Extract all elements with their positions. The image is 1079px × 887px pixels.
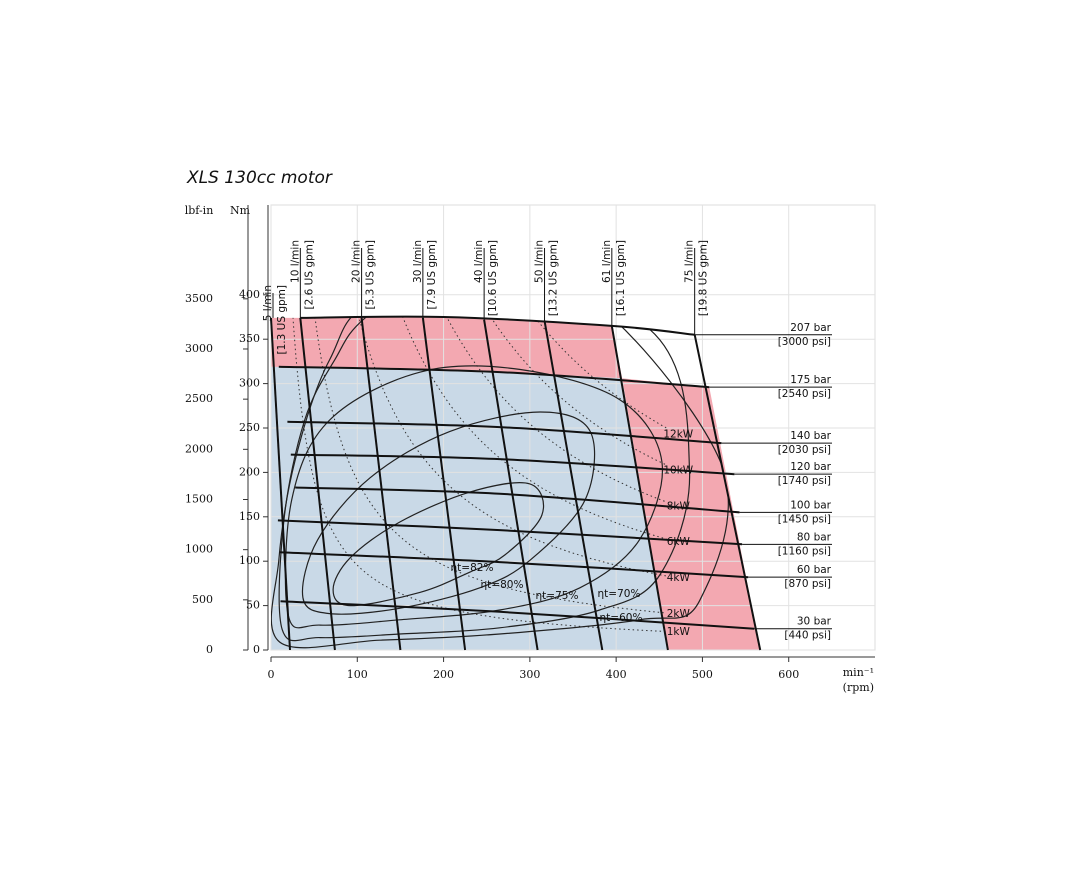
- x-tick-label: 300: [519, 668, 540, 681]
- pressure-label: 80 bar: [797, 531, 832, 543]
- x-tick-label: 500: [692, 668, 713, 681]
- y-tick-label: 50: [246, 599, 260, 612]
- flow-line: [270, 317, 291, 651]
- pressure-sublabel: [1450 psi]: [778, 513, 831, 525]
- efficiency-contour: [332, 482, 545, 607]
- pressure-line: [300, 315, 695, 336]
- flow-label: 10 l/min: [289, 240, 301, 283]
- flow-sublabel: [2.6 US gpm]: [303, 240, 315, 309]
- power-label: 8kW: [667, 500, 691, 512]
- pressure-line: [279, 551, 749, 579]
- efficiency-label: ηt=82%: [451, 562, 494, 574]
- flow-sublabel: [7.9 US gpm]: [426, 240, 438, 309]
- power-label: 6kW: [667, 536, 691, 548]
- y2-tick-label: 500: [192, 593, 213, 606]
- y-tick-label: 200: [239, 465, 260, 478]
- flow-sublabel: [16.1 US gpm]: [615, 240, 627, 316]
- power-label: 4kW: [667, 572, 691, 584]
- y2-tick-label: 1500: [185, 492, 213, 505]
- y-tick-label: 400: [239, 288, 260, 301]
- efficiency-label: ηt=70%: [598, 588, 641, 600]
- pressure-line: [295, 486, 740, 514]
- pressure-label: 30 bar: [797, 616, 832, 628]
- flow-sublabel: [1.3 US gpm]: [276, 285, 288, 354]
- pressure-sublabel: [440 psi]: [784, 630, 831, 642]
- y2-tick-label: 3000: [185, 342, 213, 355]
- flow-label: 40 l/min: [473, 240, 485, 283]
- power-curve: [274, 317, 667, 466]
- pressure-sublabel: [2030 psi]: [778, 444, 831, 456]
- x-tick-label: 600: [778, 668, 799, 681]
- pressure-label: 100 bar: [790, 499, 831, 511]
- flow-label: 5 l/min: [262, 285, 274, 321]
- y-tick-label: 250: [239, 421, 260, 434]
- y2-tick-label: 3500: [185, 292, 213, 305]
- pressure-line: [278, 365, 710, 389]
- x-tick-label: 400: [606, 668, 627, 681]
- pressure-label: 207 bar: [790, 322, 831, 334]
- power-label: 2kW: [667, 608, 691, 620]
- flow-sublabel: [5.3 US gpm]: [365, 240, 377, 309]
- flow-sublabel: [10.6 US gpm]: [487, 240, 499, 316]
- flow-label: 75 l/min: [684, 240, 696, 283]
- flow-line: [299, 317, 336, 651]
- efficiency-contour: [301, 411, 596, 615]
- clipped-layer: [271, 317, 729, 649]
- y2-tick-label: 1000: [185, 543, 213, 556]
- pressure-line: [287, 420, 722, 445]
- y-tick-label: 350: [239, 332, 260, 345]
- y-tick-label: 300: [239, 377, 260, 390]
- pressure-sublabel: [870 psi]: [784, 578, 831, 590]
- pressure-label: 140 bar: [790, 430, 831, 442]
- y2-tick-label: 0: [206, 643, 213, 656]
- efficiency-contour: [284, 365, 664, 629]
- pressure-line: [280, 600, 755, 630]
- y-tick-label: 0: [253, 643, 260, 656]
- efficiency-contour: [271, 317, 729, 649]
- pressure-label: 175 bar: [790, 374, 831, 386]
- y2-tick-label: 2500: [185, 392, 213, 405]
- pressure-label: 120 bar: [790, 461, 831, 473]
- flow-label: 20 l/min: [351, 240, 363, 283]
- efficiency-label: ηt=80%: [481, 579, 524, 591]
- x-tick-label: 200: [433, 668, 454, 681]
- pressure-line: [277, 519, 743, 546]
- power-label: 12kW: [663, 428, 693, 440]
- pressure-sublabel: [3000 psi]: [778, 336, 831, 348]
- operating-region: [271, 317, 623, 379]
- x-axis-label: min⁻¹: [843, 666, 874, 679]
- pressure-label: 60 bar: [797, 564, 832, 576]
- efficiency-contour: [278, 317, 691, 642]
- power-label: 1kW: [667, 626, 691, 638]
- pressure-sublabel: [1740 psi]: [778, 475, 831, 487]
- chart-title: XLS 130cc motor: [186, 168, 333, 188]
- flow-line: [360, 317, 402, 651]
- y2-tick-label: 2000: [185, 442, 213, 455]
- flow-line: [421, 317, 467, 651]
- flow-label: 30 l/min: [412, 240, 424, 283]
- y-tick-label: 150: [239, 510, 260, 523]
- flow-sublabel: [19.8 US gpm]: [698, 240, 710, 316]
- x-tick-label: 0: [268, 668, 275, 681]
- y-tick-label: 100: [239, 554, 260, 567]
- flow-line: [483, 319, 539, 651]
- efficiency-label: ηt=75%: [536, 590, 579, 602]
- flow-label: 50 l/min: [534, 240, 546, 283]
- y-axis-label: Nm: [230, 204, 251, 217]
- flow-label: 61 l/min: [601, 240, 613, 283]
- x-tick-label: 100: [347, 668, 368, 681]
- pressure-line: [290, 453, 735, 476]
- flow-sublabel: [13.2 US gpm]: [548, 240, 560, 316]
- y2-axis-label: lbf-in: [185, 204, 214, 217]
- x-axis-sublabel: (rpm): [843, 681, 874, 694]
- pressure-sublabel: [2540 psi]: [778, 388, 831, 400]
- pressure-sublabel: [1160 psi]: [778, 545, 831, 557]
- power-curve: [274, 317, 667, 632]
- operating-region: [271, 366, 668, 650]
